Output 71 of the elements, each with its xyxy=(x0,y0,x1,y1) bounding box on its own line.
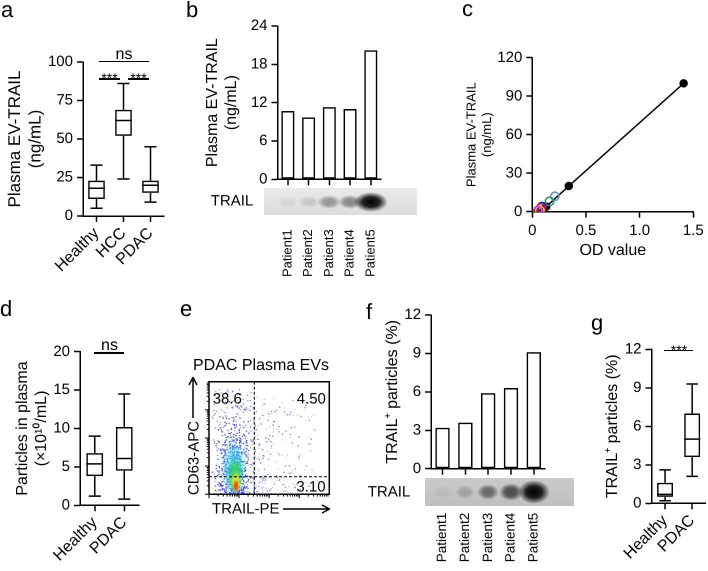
text: TRAIL-PE xyxy=(212,500,280,518)
y-tick-label: 10 xyxy=(53,420,70,437)
x-tick-label: Patient3 xyxy=(480,512,495,562)
y-tick-label: 25 xyxy=(56,168,73,186)
text: b xyxy=(186,0,198,22)
y-axis-title: TRAIL⁺ particles (%) xyxy=(604,354,622,498)
x-tick-label: Patient1 xyxy=(279,229,294,278)
x-tick-label: Patient5 xyxy=(362,229,378,278)
y-tick-label: 0 xyxy=(514,202,522,220)
x-tick-label: Patient2 xyxy=(457,512,472,562)
text: TRAIL xyxy=(368,483,410,500)
y-tick-label: 60 xyxy=(506,126,522,143)
x-tick-label: 0 xyxy=(528,222,536,239)
y-tick-label: 0 xyxy=(64,207,73,224)
x-tick-label: 0.5 xyxy=(576,222,596,239)
text: d xyxy=(0,296,12,321)
y-axis-title: TRAIL⁺ particles (%) xyxy=(384,320,402,464)
text: f xyxy=(366,299,372,324)
y-tick-label: 90 xyxy=(506,87,522,104)
x-tick-label: Patient4 xyxy=(502,512,518,562)
y-tick-label: 9 xyxy=(633,378,642,396)
y-tick-label: 6 xyxy=(633,417,642,434)
y-tick-label: 75 xyxy=(56,92,73,109)
text: 38.6 xyxy=(212,390,242,408)
y-tick-label: 0 xyxy=(412,460,422,477)
annotation: *** xyxy=(101,70,118,86)
annotation: ns xyxy=(101,337,118,354)
x-tick-label: 1.5 xyxy=(682,222,704,239)
annotation: *** xyxy=(130,70,147,86)
y-tick-label: 20 xyxy=(53,342,70,360)
text: a xyxy=(1,0,14,22)
annotation: *** xyxy=(670,342,688,358)
y-tick-label: 30 xyxy=(506,164,522,182)
y-tick-label: 50 xyxy=(56,130,73,148)
x-axis-title: OD value xyxy=(579,242,646,259)
y-tick-label: 3 xyxy=(412,421,422,438)
y-tick-label: 120 xyxy=(497,48,522,66)
x-tick-label: Patient4 xyxy=(342,229,357,278)
y-tick-label: 12 xyxy=(250,94,268,111)
y-axis-title: Plasma EV-TRAIL (ng/mL) xyxy=(4,70,44,208)
y-tick-label: 6 xyxy=(259,132,268,150)
x-tick-label: Patient2 xyxy=(300,229,316,278)
y-axis-title: Plasma EV-TRAIL (ng/mL) xyxy=(204,38,240,168)
y-tick-label: 12 xyxy=(624,340,642,358)
x-tick-label: Patient5 xyxy=(526,512,541,562)
text: g xyxy=(591,310,604,335)
y-tick-label: 9 xyxy=(412,344,422,362)
text: TRAIL xyxy=(210,192,254,210)
y-tick-label: 6 xyxy=(412,382,422,400)
y-tick-label: 24 xyxy=(250,17,268,34)
text: 3.10 xyxy=(296,478,326,495)
y-tick-label: 12 xyxy=(404,306,422,324)
y-tick-label: 3 xyxy=(633,456,642,473)
annotation: ns xyxy=(116,46,132,62)
x-tick-label: 1.0 xyxy=(629,222,650,239)
y-tick-label: 15 xyxy=(53,381,70,398)
y-tick-label: 18 xyxy=(250,55,268,72)
y-tick-label: 100 xyxy=(48,53,73,70)
x-tick-label: Patient1 xyxy=(434,512,450,562)
text: 4.50 xyxy=(296,390,326,408)
y-axis-title: Plasma EV-TRAIL (ng/mL) xyxy=(463,82,494,188)
y-axis-title: Particles in plasma (×10¹⁰/mL) xyxy=(14,361,50,496)
text: c xyxy=(462,0,473,21)
y-tick-label: 5 xyxy=(62,458,70,476)
x-tick-label: Patient3 xyxy=(320,229,336,278)
text: CD63-APC xyxy=(186,420,202,496)
text: PDAC Plasma EVs xyxy=(192,357,330,374)
y-tick-label: 0 xyxy=(633,494,642,512)
y-tick-label: 0 xyxy=(259,170,268,188)
text: e xyxy=(180,296,192,321)
y-tick-label: 0 xyxy=(62,496,70,514)
